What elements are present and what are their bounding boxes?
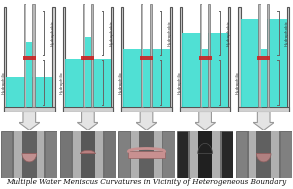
- Bar: [241, 19, 287, 107]
- Bar: [212, 131, 222, 178]
- Bar: [26, 4, 33, 107]
- Text: Hydrophobic: Hydrophobic: [226, 20, 231, 46]
- Polygon shape: [253, 112, 274, 130]
- Bar: [143, 4, 150, 107]
- Bar: [200, 4, 202, 107]
- Bar: [23, 56, 36, 60]
- Bar: [256, 131, 271, 178]
- Bar: [143, 49, 150, 107]
- Bar: [95, 131, 105, 178]
- Bar: [91, 4, 93, 107]
- Bar: [202, 49, 208, 107]
- Bar: [208, 4, 210, 107]
- Bar: [258, 4, 260, 107]
- Bar: [271, 131, 281, 178]
- Bar: [103, 131, 105, 178]
- Bar: [247, 131, 256, 178]
- Bar: [85, 4, 91, 107]
- Polygon shape: [22, 154, 37, 162]
- Bar: [198, 131, 212, 178]
- Bar: [65, 59, 111, 107]
- Polygon shape: [19, 112, 40, 130]
- Text: Multiple Water Meniscus Curvatures in Vicinity of Heterogeneous Boundary: Multiple Water Meniscus Curvatures in Vi…: [6, 178, 287, 186]
- Polygon shape: [81, 150, 95, 154]
- Bar: [260, 4, 267, 107]
- Bar: [267, 4, 269, 107]
- Bar: [45, 131, 46, 178]
- Polygon shape: [77, 112, 98, 130]
- Text: Hydrophobic: Hydrophobic: [168, 20, 172, 46]
- Bar: [239, 7, 241, 112]
- Bar: [81, 131, 95, 178]
- Bar: [154, 131, 163, 178]
- Bar: [220, 131, 222, 178]
- Bar: [71, 131, 81, 178]
- Polygon shape: [195, 112, 216, 130]
- Bar: [202, 4, 208, 107]
- Text: Hydrophilic: Hydrophilic: [1, 71, 6, 94]
- Bar: [257, 56, 270, 60]
- Bar: [239, 107, 289, 112]
- Bar: [4, 7, 6, 112]
- Bar: [199, 56, 212, 60]
- Bar: [12, 131, 14, 178]
- Bar: [22, 131, 37, 178]
- Bar: [162, 131, 163, 178]
- Bar: [130, 131, 131, 178]
- Bar: [150, 4, 152, 107]
- Text: Hydrophilic: Hydrophilic: [119, 71, 123, 94]
- Bar: [37, 131, 46, 178]
- Bar: [287, 7, 289, 112]
- Text: Hydrophobic: Hydrophobic: [285, 20, 289, 46]
- Bar: [26, 42, 33, 107]
- Bar: [180, 7, 182, 112]
- Bar: [260, 49, 267, 107]
- Bar: [130, 131, 139, 178]
- Bar: [140, 56, 153, 60]
- Bar: [139, 131, 154, 178]
- Bar: [6, 77, 52, 107]
- Text: Hydrophilic: Hydrophilic: [60, 71, 64, 94]
- Bar: [247, 131, 248, 178]
- Bar: [12, 131, 22, 178]
- Text: Hydrophobic: Hydrophobic: [109, 20, 113, 46]
- Text: Hydrophilic: Hydrophilic: [177, 71, 181, 94]
- Text: Hydrophobic: Hydrophobic: [51, 20, 55, 46]
- Bar: [141, 4, 143, 107]
- Bar: [121, 107, 172, 112]
- Bar: [111, 7, 113, 112]
- Bar: [188, 131, 198, 178]
- Bar: [129, 151, 164, 158]
- Bar: [83, 4, 85, 107]
- Bar: [24, 4, 26, 107]
- Bar: [63, 107, 113, 112]
- Bar: [279, 131, 281, 178]
- Bar: [123, 49, 170, 107]
- Bar: [180, 107, 230, 112]
- Bar: [85, 37, 91, 107]
- Bar: [52, 7, 54, 112]
- Bar: [121, 7, 123, 112]
- Bar: [33, 4, 35, 107]
- Bar: [228, 7, 230, 112]
- Bar: [63, 7, 65, 112]
- Bar: [170, 7, 172, 112]
- Text: Hydrophilic: Hydrophilic: [236, 71, 240, 94]
- Polygon shape: [256, 154, 271, 162]
- Bar: [81, 56, 94, 60]
- Polygon shape: [136, 112, 157, 130]
- Bar: [188, 131, 190, 178]
- Bar: [182, 33, 228, 107]
- Bar: [4, 107, 54, 112]
- Polygon shape: [198, 143, 212, 154]
- Bar: [71, 131, 73, 178]
